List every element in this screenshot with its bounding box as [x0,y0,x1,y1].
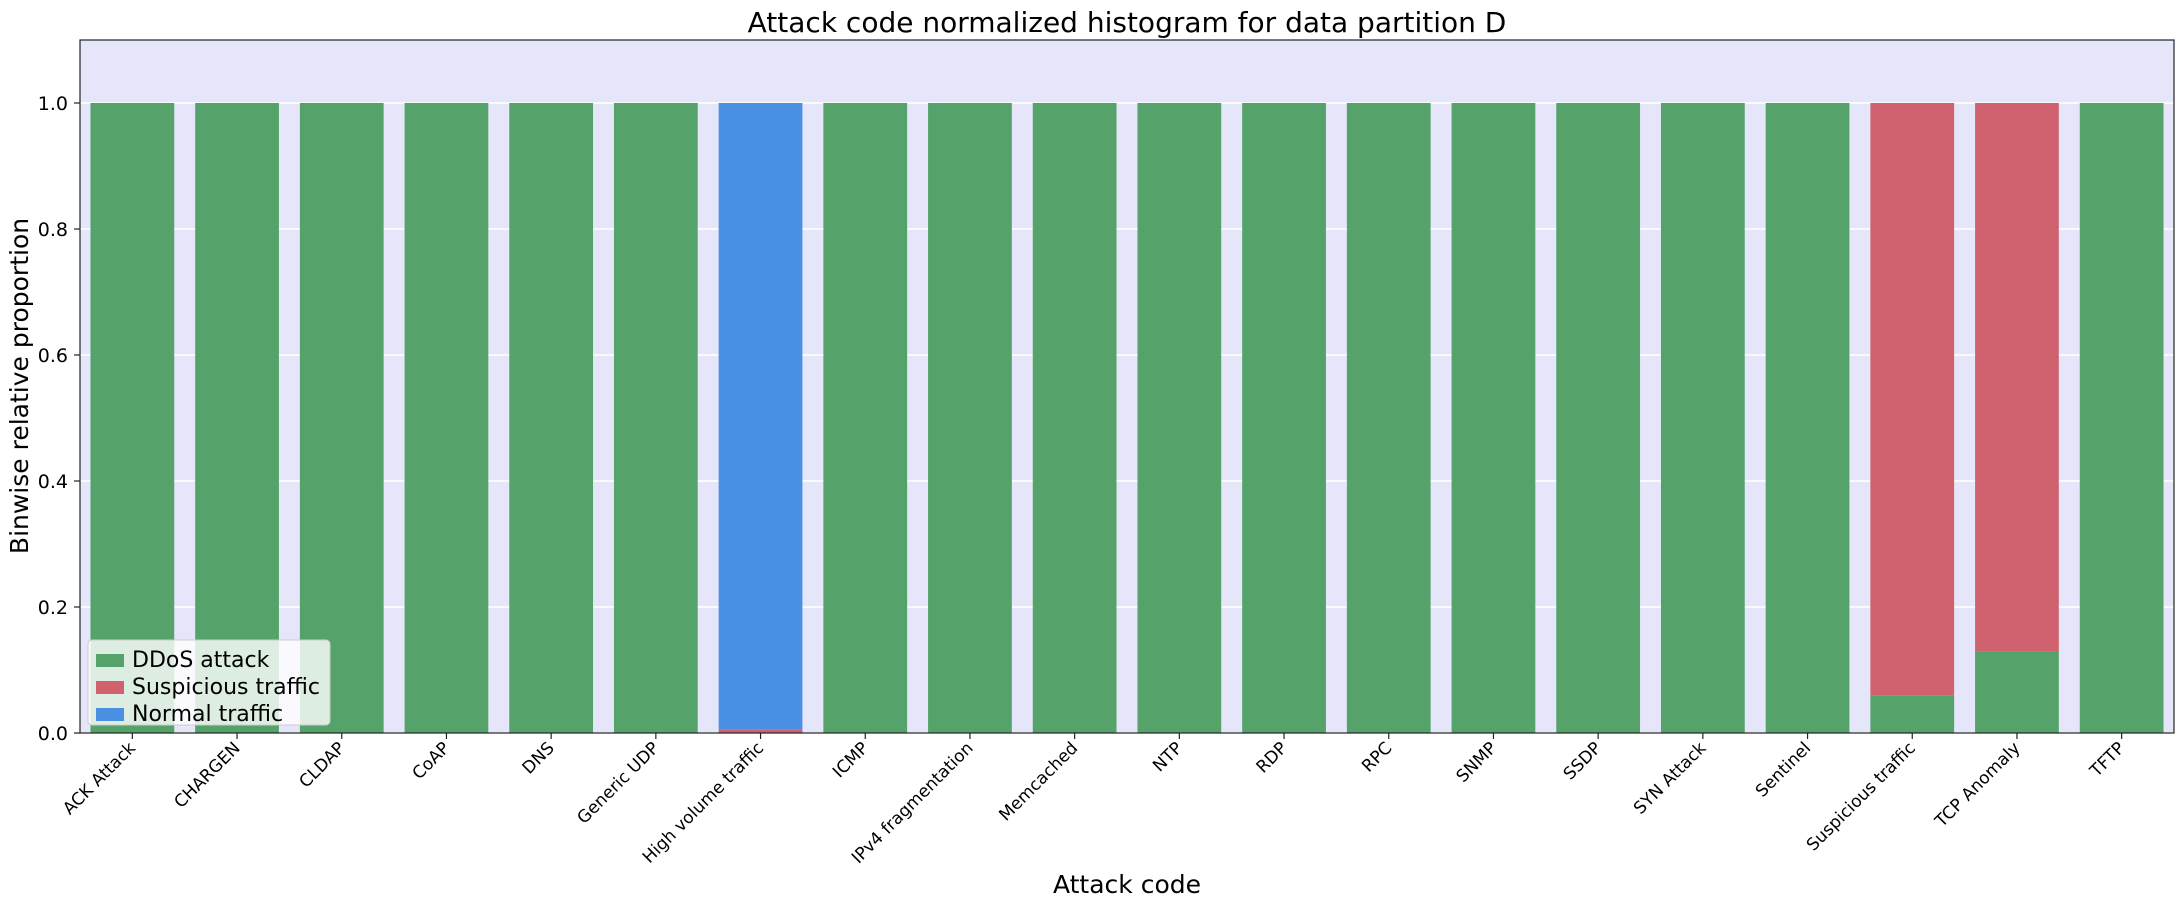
bar-suspicious-traffic-suspicious-traffic [1870,103,1955,696]
y-axis: 0.0 0.2 0.4 0.6 0.8 1.0 [38,93,80,745]
chart-title: Attack code normalized histogram for dat… [748,6,1507,39]
x-tick-label: CHARGEN [171,738,245,812]
x-tick-label: RPC [1358,738,1396,776]
bar-ddos-attack-rdp [1242,103,1326,733]
y-tick-label: 0.2 [38,597,68,619]
x-tick-label: Generic UDP [573,738,663,828]
bar-normal-traffic-high-volume-traffic [718,103,803,730]
bars [90,103,2164,733]
bar-ddos-attack-memcached [1032,103,1117,733]
bar-ddos-attack-cldap [299,103,384,733]
x-axis: ACK Attack CHARGEN CLDAP CoAP DNS Generic UDP… [59,733,2129,868]
bar-ddos-attack-generic-udp [613,103,698,733]
plot-frame [79,39,2175,734]
bar-ddos-attack-ipv4-fragmentation [928,103,1012,733]
x-tick-label: Memcached [995,738,1082,825]
x-tick-label: SYN Attack [1630,738,1710,818]
bar-ddos-attack-icmp [823,103,908,733]
bar-ddos-attack-suspicious-traffic [1870,695,1955,733]
legend-swatch [96,681,124,694]
bar-ddos-attack-ssdp [1556,103,1641,733]
x-tick-label: NTP [1149,738,1187,776]
legend-swatch [96,654,124,667]
plot-background [80,40,2174,733]
legend-label: Suspicious traffic [132,675,320,700]
y-tick-label: 1.0 [38,93,68,115]
bar-ddos-attack-coap [404,103,489,733]
x-tick-label: RDP [1253,738,1292,777]
x-tick-label: Sentinel [1752,738,1815,801]
bar-ddos-attack-dns [509,103,594,733]
y-tick-label: 0.8 [38,219,68,241]
x-tick-label: SSDP [1560,738,1606,784]
bar-ddos-attack-ack-attack [90,103,175,733]
bar-ddos-attack-snmp [1451,103,1536,733]
y-tick-label: 0.4 [38,471,68,493]
bar-ddos-attack-sentinel [1765,103,1850,733]
x-tick-label: High volume traffic [639,738,768,867]
x-tick-label: CLDAP [296,738,350,792]
x-tick-label: TFTP [2086,738,2129,781]
bar-ddos-attack-tftp [2079,103,2164,733]
y-axis-label: Binwise relative proportion [5,218,34,554]
bar-ddos-attack-ntp [1137,103,1222,733]
x-tick-label: TCP Anomaly [1931,738,2025,832]
legend-label: Normal traffic [132,702,283,727]
x-tick-label: Suspicious traffic [1803,738,1920,855]
bar-ddos-attack-chargen [195,103,279,733]
legend-box [87,639,331,726]
x-tick-label: CoAP [409,738,454,783]
legend-label: DDoS attack [132,648,270,673]
bar-suspicious-traffic-tcp-anomaly [1975,103,2059,652]
x-axis-label: Attack code [1053,870,1201,899]
bar-ddos-attack-tcp-anomaly [1975,651,2059,733]
x-tick-label: SNMP [1453,738,1501,786]
x-tick-label: DNS [519,738,559,778]
x-tick-label: ICMP [829,738,873,782]
legend-swatch [96,708,124,721]
y-tick-label: 0.6 [38,345,68,367]
y-tick-label: 0.0 [38,723,68,745]
bar-ddos-attack-rpc [1346,103,1431,733]
bar-ddos-attack-syn-attack [1660,103,1745,733]
x-tick-label: ACK Attack [59,738,140,819]
bar-suspicious-traffic-high-volume-traffic [718,729,803,733]
